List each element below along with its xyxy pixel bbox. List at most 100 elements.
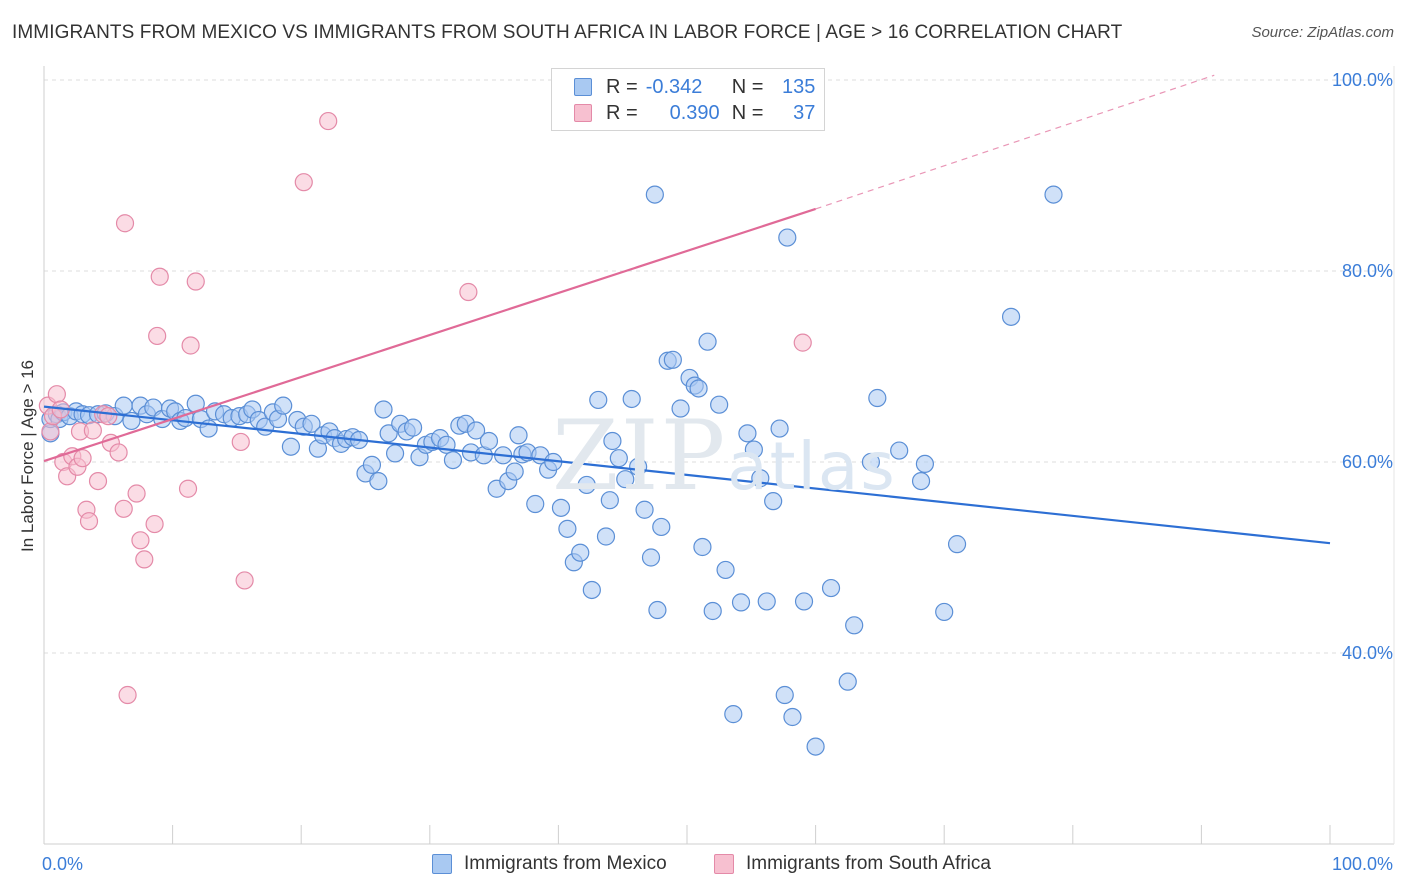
- mexico-point: [551, 498, 571, 517]
- mexico-point: [616, 470, 635, 489]
- mexico-point: [526, 494, 545, 514]
- mexico-point: [775, 685, 794, 705]
- mexico-point: [600, 491, 619, 510]
- x-tick-label: 0.0%: [42, 854, 83, 874]
- mexico-point: [911, 472, 931, 491]
- mexico-point: [693, 537, 712, 557]
- south-africa-point: [83, 421, 102, 440]
- mexico-point: [281, 437, 301, 456]
- mexico-n-value: 135: [782, 75, 816, 98]
- south-africa-point: [109, 443, 128, 462]
- south-africa-point: [459, 282, 478, 302]
- south-africa-legend-swatch-icon: [714, 854, 734, 874]
- correlation-legend: R = -0.342 N = 135 R = 0.390 N = 37: [551, 68, 825, 131]
- mexico-point: [505, 462, 524, 481]
- mexico-point: [577, 475, 596, 495]
- south-africa-trend-line: [43, 207, 816, 463]
- south-africa-point: [186, 272, 205, 291]
- mexico-point: [114, 396, 133, 415]
- mexico-point: [509, 426, 528, 445]
- mexico-point: [385, 444, 405, 463]
- trend-lines: [43, 74, 1331, 545]
- mexico-point: [738, 424, 757, 443]
- mexico-point: [770, 419, 789, 438]
- south-africa-point: [145, 514, 164, 534]
- south-africa-point: [115, 214, 135, 233]
- south-africa-point: [178, 479, 198, 498]
- y-tick-label: 60.0%: [1342, 452, 1393, 472]
- south-africa-point: [131, 531, 150, 550]
- south-africa-point: [181, 336, 200, 355]
- mexico-point: [362, 455, 382, 474]
- mexico-point: [369, 472, 388, 491]
- mexico-point: [622, 389, 641, 409]
- n-label: N =: [731, 75, 764, 98]
- mexico-point: [821, 578, 841, 598]
- mexico-point: [757, 592, 776, 611]
- mexico-point: [603, 431, 622, 451]
- r-label: R =: [606, 101, 638, 124]
- south-africa-point: [118, 685, 137, 705]
- mexico-point: [838, 672, 857, 691]
- mexico-trend-line: [43, 405, 1331, 545]
- mexico-point: [947, 535, 967, 554]
- mexico-point: [403, 418, 423, 437]
- mexico-legend-label: Immigrants from Mexico: [464, 853, 667, 874]
- mexico-point: [703, 601, 722, 621]
- y-tick-label: 80.0%: [1342, 261, 1393, 281]
- x-tick-label: 100.0%: [1332, 854, 1393, 874]
- mexico-point: [1044, 185, 1063, 204]
- mexico-point: [935, 602, 954, 622]
- south-africa-point: [150, 267, 169, 286]
- south-africa-point: [148, 326, 167, 346]
- south-africa-trend-extension: [815, 74, 1215, 210]
- mexico-point: [845, 616, 864, 635]
- south-africa-points: [38, 111, 812, 705]
- south-africa-point: [319, 111, 338, 131]
- mexico-point: [374, 400, 393, 419]
- mexico-point: [764, 492, 783, 511]
- south-africa-point: [294, 173, 313, 192]
- mexico-point: [466, 421, 486, 440]
- series-legend-mexico: Immigrants from Mexico: [432, 852, 667, 876]
- legend-row-mexico: R = -0.342 N = 135: [574, 75, 815, 99]
- mexico-r-value: -0.342: [645, 75, 703, 98]
- mexico-point: [806, 737, 825, 756]
- legend-row-south-africa: R = 0.390 N = 37: [574, 101, 815, 125]
- mexico-point: [641, 548, 661, 567]
- mexico-point: [652, 517, 671, 537]
- mexico-point: [716, 560, 735, 580]
- mexico-point: [302, 414, 321, 433]
- south-africa-point: [47, 385, 66, 404]
- series-legend-south-africa: Immigrants from South Africa: [714, 852, 991, 876]
- mexico-point: [689, 379, 708, 398]
- mexico-point: [778, 228, 797, 247]
- south-africa-point: [114, 499, 133, 518]
- mexico-point: [890, 441, 909, 460]
- y-axis-label: In Labor Force | Age > 16: [18, 359, 37, 553]
- mexico-point: [443, 450, 463, 470]
- n-label: N =: [731, 101, 764, 124]
- r-label: R =: [606, 75, 638, 98]
- watermark-zip: ZIP: [552, 400, 728, 512]
- south-africa-point: [41, 422, 60, 441]
- mexico-point: [783, 707, 802, 727]
- south-africa-n-value: 37: [793, 101, 816, 124]
- y-tick-label: 100.0%: [1332, 70, 1393, 90]
- mexico-point: [868, 388, 887, 408]
- axes: [43, 66, 1395, 845]
- mexico-point: [596, 527, 616, 546]
- mexico-point: [589, 390, 608, 410]
- mexico-point: [671, 399, 690, 418]
- mexico-point: [582, 580, 601, 600]
- mexico-point: [710, 395, 729, 414]
- south-africa-point: [135, 550, 154, 569]
- watermark-atlas: atlas: [727, 428, 897, 505]
- y-tick-label: 40.0%: [1342, 643, 1393, 663]
- mexico-point: [645, 185, 664, 204]
- south-africa-r-value: 0.390: [669, 101, 720, 124]
- south-africa-point: [793, 333, 812, 352]
- mexico-swatch-icon: [574, 78, 592, 96]
- mexico-point: [698, 332, 717, 351]
- south-africa-point: [73, 449, 92, 468]
